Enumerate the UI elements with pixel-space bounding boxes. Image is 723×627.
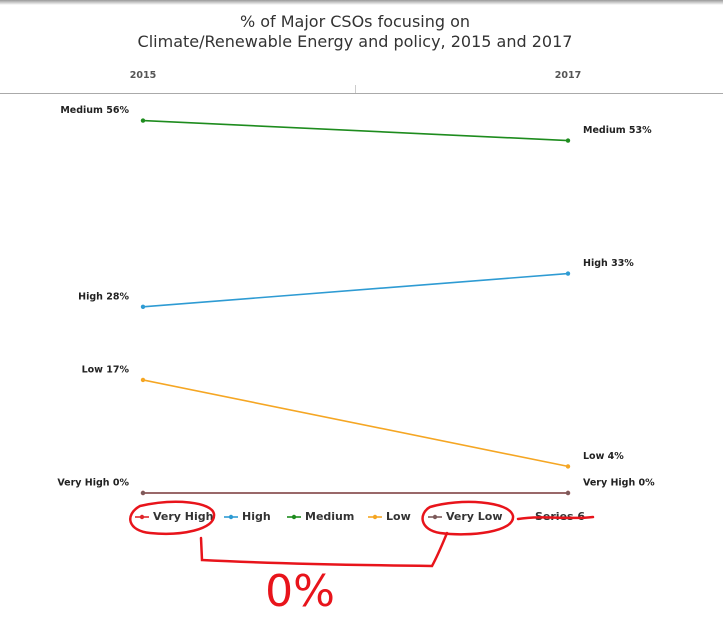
top-border bbox=[0, 0, 723, 5]
legend-label: High bbox=[242, 510, 271, 523]
data-point bbox=[565, 490, 571, 496]
series-line bbox=[142, 119, 569, 142]
legend-label: Very High bbox=[153, 510, 213, 523]
data-point bbox=[140, 377, 146, 383]
data-label: Very High 0% bbox=[583, 478, 655, 489]
legend-marker bbox=[291, 514, 297, 520]
legend-marker bbox=[139, 514, 145, 520]
legend: Very High High Medium Low Very Low Series 6 bbox=[135, 510, 585, 523]
strike bbox=[516, 515, 595, 521]
data-point bbox=[140, 304, 146, 309]
data-label: Low 4% bbox=[583, 451, 624, 462]
data-label: High 33% bbox=[583, 258, 634, 269]
legend-marker bbox=[432, 514, 438, 520]
legend-label: Very Low bbox=[446, 510, 503, 523]
series-line bbox=[142, 272, 569, 308]
legend-label: Medium bbox=[305, 510, 354, 523]
circle bbox=[421, 500, 515, 536]
x-tick-label: 2015 bbox=[130, 70, 156, 81]
data-label: Medium 53% bbox=[583, 125, 652, 136]
chart-title: Climate/Renewable Energy and policy, 201… bbox=[138, 32, 573, 51]
annotation: 0% bbox=[265, 566, 335, 617]
data-point bbox=[140, 118, 146, 123]
series-line bbox=[142, 379, 569, 468]
chart-title: % of Major CSOs focusing on bbox=[240, 12, 470, 31]
data-point bbox=[565, 271, 571, 276]
data-label: Very High 0% bbox=[57, 478, 129, 489]
data-point bbox=[140, 490, 146, 496]
circle bbox=[129, 500, 216, 535]
x-tick-label: 2017 bbox=[555, 70, 581, 81]
legend-label: Low bbox=[386, 510, 411, 523]
data-label: High 28% bbox=[78, 291, 129, 302]
bracket bbox=[199, 531, 449, 568]
data-point bbox=[565, 464, 571, 469]
legend-marker bbox=[228, 514, 234, 520]
data-point bbox=[565, 138, 571, 143]
data-label: Low 17% bbox=[82, 364, 130, 375]
data-label: Medium 56% bbox=[60, 105, 129, 116]
annotation-marks bbox=[129, 500, 595, 568]
plot: Very High 0% Very High 0% High 28% High 33%… bbox=[57, 105, 655, 496]
legend-marker bbox=[372, 514, 378, 520]
